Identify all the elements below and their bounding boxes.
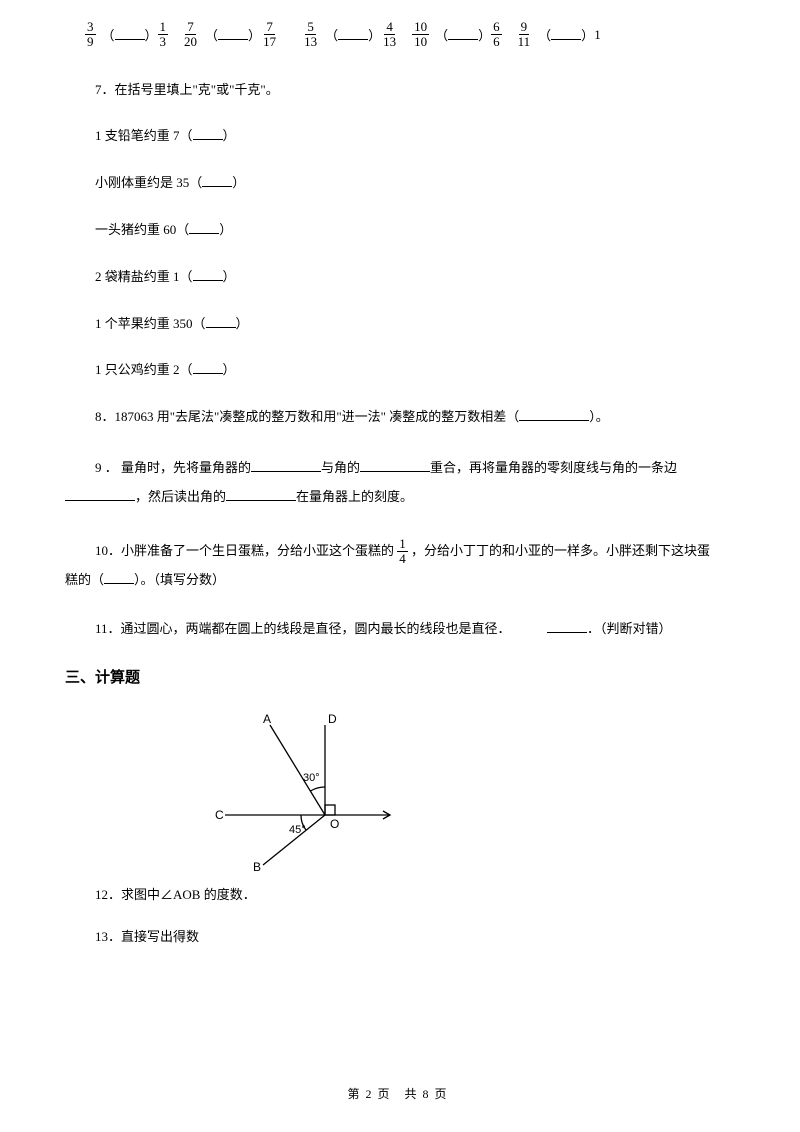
diagram-angle-30: 30° (303, 772, 320, 784)
question-12: 12．求图中∠AOB 的度数． (95, 885, 735, 906)
angle-diagram: A D C O B 30° 45° (205, 705, 735, 879)
page-footer: 第2页 共8页 (0, 1085, 800, 1102)
q7-item-6: 1 只公鸡约重 2（） (95, 360, 735, 381)
fraction-comparison-row: 39 （） 13 720 （） 717 513 （） 413 1010 （） 6… (65, 20, 735, 50)
blank-paren-5: （） (538, 25, 594, 44)
q7-item-1: 1 支铅笔约重 7（） (95, 126, 735, 147)
fraction-6: 413 (381, 20, 398, 50)
fraction-8: 66 (491, 20, 502, 50)
blank-paren-3: （） (325, 25, 381, 44)
diagram-label-A: A (263, 712, 271, 726)
fraction-4: 717 (261, 20, 278, 50)
q7-item-2: 小刚体重约是 35（） (95, 173, 735, 194)
fraction-3: 720 (182, 20, 199, 50)
fraction-2: 13 (158, 20, 169, 50)
diagram-angle-45: 45° (289, 824, 306, 836)
diagram-label-D: D (328, 712, 337, 726)
blank-paren-2: （） (205, 25, 261, 44)
q7-item-3: 一头猪约重 60（） (95, 220, 735, 241)
q10-fraction: 14 (397, 537, 408, 567)
blank-paren-1: （） (102, 25, 158, 44)
fraction-tail: 1 (594, 27, 601, 43)
diagram-label-O: O (330, 817, 339, 831)
fraction-9: 911 (516, 20, 533, 50)
blank-paren-4: （） (435, 25, 491, 44)
diagram-label-C: C (215, 808, 224, 822)
question-10: 10．小胖准备了一个生日蛋糕，分给小亚这个蛋糕的 14 ，分给小丁丁的和小亚的一… (65, 537, 735, 593)
fraction-7: 1010 (412, 20, 429, 50)
question-11: 11．通过圆心，两端都在圆上的线段是直径，圆内最长的线段也是直径． ．（判断对错… (95, 619, 735, 640)
question-9: 9 ． 量角时，先将量角器的与角的重合，再将量角器的零刻度线与角的一条边 ，然后… (65, 454, 735, 511)
question-7: 7．在括号里填上"克"或"千克"。 1 支铅笔约重 7（） 小刚体重约是 35（… (95, 80, 735, 382)
section-3-heading: 三、计算题 (65, 666, 735, 687)
q7-item-5: 1 个苹果约重 350（） (95, 314, 735, 335)
question-8: 8．187063 用"去尾法"凑整成的整万数和用"进一法" 凑整成的整万数相差（… (95, 407, 735, 428)
q7-prompt: 7．在括号里填上"克"或"千克"。 (95, 80, 735, 101)
fraction-1: 39 (85, 20, 96, 50)
question-13: 13．直接写出得数 (95, 927, 735, 948)
diagram-label-B: B (253, 860, 261, 874)
fraction-5: 513 (302, 20, 319, 50)
q7-item-4: 2 袋精盐约重 1（） (95, 267, 735, 288)
